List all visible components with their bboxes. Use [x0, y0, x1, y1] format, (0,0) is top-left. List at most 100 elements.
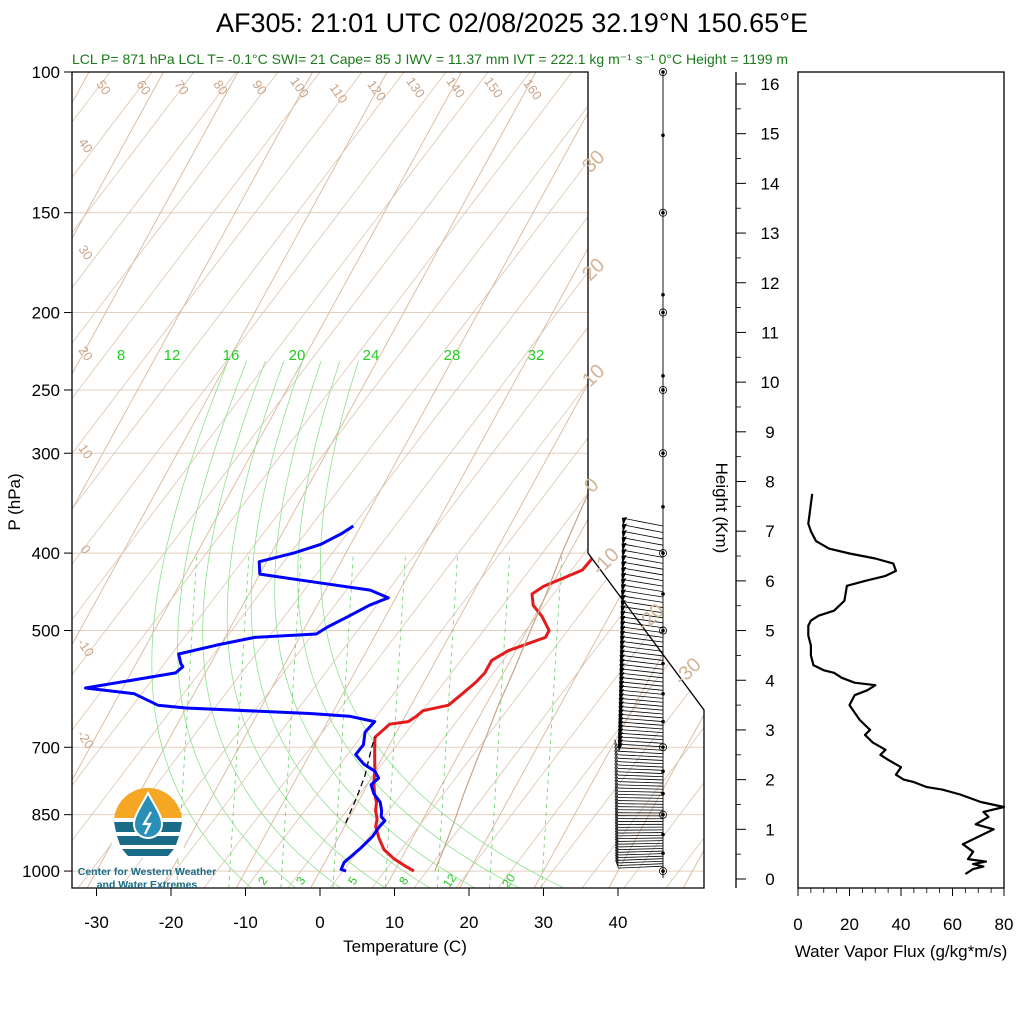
- pressure-tick-label: 400: [32, 544, 60, 563]
- barb-level-dot: [661, 791, 665, 796]
- barb-level-dot: [661, 504, 665, 509]
- barb-calm-circle: [659, 810, 668, 819]
- wind-barb: [617, 781, 664, 784]
- wind-barb: [621, 578, 664, 587]
- wind-barb: [618, 845, 664, 848]
- moist-adiabat-line: [250, 360, 431, 888]
- dry-adiabat-line: [960, 72, 1024, 888]
- mixing-ratio-label: 8: [117, 347, 125, 364]
- barb-calm-circle: [659, 208, 668, 217]
- wind-barb-pennant: [621, 523, 627, 533]
- wind-barb: [617, 787, 664, 790]
- wind-barb: [617, 732, 664, 737]
- dry-adiabat-line: [329, 72, 704, 888]
- cw3e-logo: Center for Western Weather and Water Ext…: [78, 788, 216, 891]
- isotherm-label: 0: [580, 474, 603, 497]
- wind-barb-flag: [614, 776, 619, 785]
- isotherm-line: [161, 72, 611, 888]
- pressure-tick-label: 100: [32, 63, 60, 82]
- wind-barb-flag: [614, 779, 619, 789]
- wind-barb-pennant: [621, 530, 627, 540]
- barb-calm-circle: [659, 743, 668, 752]
- dry-adiabat-line: [413, 72, 704, 888]
- moist-adiabat-line: [202, 360, 341, 888]
- wind-barb: [618, 853, 664, 856]
- background-lines: [72, 72, 1024, 888]
- barb-level-dot: [661, 133, 665, 138]
- temperature-tick-label: 10: [385, 913, 404, 932]
- barb-level-dot: [661, 551, 665, 555]
- isotherm-line: [72, 72, 313, 888]
- wind-barb: [620, 631, 664, 638]
- dry-adiabat-label: 120: [364, 77, 389, 103]
- mixing-ratio-line: [280, 553, 302, 888]
- wind-barb: [618, 858, 664, 861]
- wind-barb: [618, 850, 664, 853]
- temperature-profile: [372, 521, 619, 873]
- wind-barb-flag: [614, 810, 619, 819]
- temperature-tick-label: -30: [84, 913, 109, 932]
- dry-adiabat-label: 80: [210, 77, 231, 97]
- wind-barb: [617, 761, 664, 765]
- y-axis-label: P (hPa): [5, 473, 24, 530]
- wind-barb-flag: [614, 804, 619, 813]
- wind-barb: [619, 663, 664, 670]
- wind-barb-flag: [614, 783, 619, 792]
- wind-barb-flag: [614, 763, 619, 772]
- moist-adiabat-line: [319, 360, 565, 888]
- barb-level-dot: [661, 292, 665, 297]
- wind-barb: [620, 584, 664, 593]
- isotherm-line: [86, 72, 537, 888]
- wind-barb: [617, 777, 664, 781]
- mixing-ratio-label: 16: [223, 347, 240, 364]
- wind-barb: [617, 768, 664, 771]
- barb-level-dot: [661, 388, 665, 392]
- dry-adiabat-line: [581, 72, 704, 888]
- wind-barb: [618, 855, 664, 859]
- wind-barb: [617, 784, 664, 787]
- barb-level-dot: [661, 745, 665, 750]
- wind-barb: [619, 650, 664, 657]
- temperature-axis: -30 -20 -10 0 10 20 30 40: [84, 888, 627, 932]
- wind-barb: [620, 626, 664, 633]
- dry-adiabat-label: 40: [75, 135, 96, 155]
- wind-barb: [618, 721, 664, 726]
- height-tick-label: 15: [761, 125, 780, 144]
- dry-adiabat-line: [539, 72, 704, 888]
- wind-barb: [620, 636, 664, 643]
- wind-barb: [621, 549, 664, 558]
- isotherm-label: 10: [578, 360, 609, 391]
- wind-barb-flag: [615, 854, 619, 864]
- wind-barb-flag: [614, 786, 619, 795]
- dry-adiabat-line: [203, 72, 704, 888]
- wind-barb: [617, 764, 664, 768]
- wind-barb-flag: [614, 792, 619, 801]
- wind-barb: [618, 709, 664, 715]
- pressure-tick-label: 150: [32, 204, 60, 223]
- wind-barb-flag: [614, 753, 619, 762]
- wind-barb-flag: [614, 746, 619, 755]
- moist-adiabat-line: [151, 360, 252, 888]
- isotherm-label: 20: [578, 254, 609, 285]
- isotherm-label: -30: [670, 654, 706, 690]
- wind-barb: [620, 611, 664, 619]
- height-axis-label: Height (Km): [712, 463, 731, 554]
- dry-adiabat-line: [72, 72, 573, 888]
- dry-adiabat-label: 130: [403, 74, 428, 100]
- barb-calm-circle: [659, 867, 668, 876]
- barb-level-dot: [661, 374, 665, 378]
- height-tick-label: 4: [765, 671, 774, 690]
- height-tick-label: 2: [765, 771, 774, 790]
- dry-adiabat-label: 60: [133, 77, 154, 97]
- wind-barb: [621, 555, 664, 564]
- wind-barb: [621, 561, 664, 570]
- chart-title: AF305: 21:01 UTC 02/08/2025 32.19°N 150.…: [216, 8, 808, 38]
- wind-barb: [621, 543, 664, 552]
- dry-adiabat-line: [792, 72, 1024, 888]
- wind-barb: [617, 797, 664, 799]
- isotherm-line: [459, 72, 704, 888]
- wind-barb: [618, 717, 664, 722]
- wind-barb-flag: [614, 813, 619, 822]
- wind-barb: [618, 713, 664, 719]
- isotherm-label: -10: [588, 544, 624, 580]
